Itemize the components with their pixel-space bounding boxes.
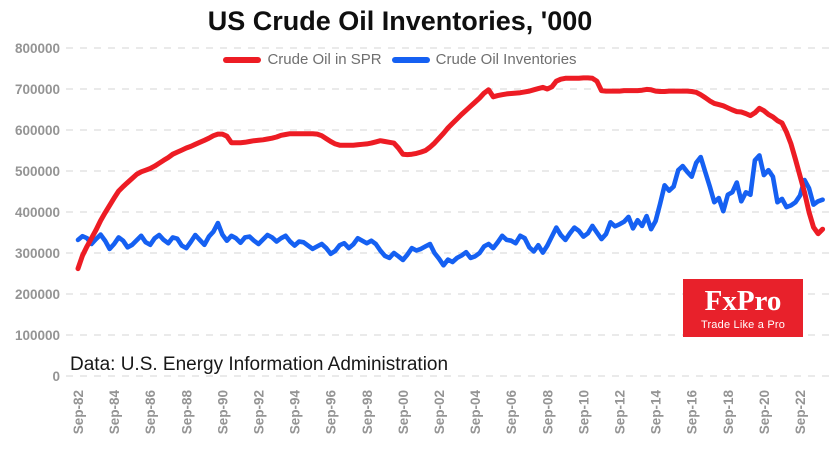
data-source-note: Data: U.S. Energy Information Administra… [70, 354, 449, 375]
y-axis-tick-100000: 100000 [15, 328, 60, 343]
y-axis-tick-700000: 700000 [15, 82, 60, 97]
legend-label-spr: Crude Oil in SPR [267, 51, 382, 68]
x-axis-tick-Sep-14: Sep-14 [649, 390, 664, 435]
legend-item-spr: Crude Oil in SPR [223, 51, 382, 68]
x-axis-tick-Sep-10: Sep-10 [576, 390, 591, 434]
x-axis-tick-Sep-06: Sep-06 [504, 390, 519, 435]
x-axis-tick-Sep-02: Sep-02 [432, 390, 447, 434]
legend-item-inventories: Crude Oil Inventories [391, 51, 577, 68]
x-axis-tick-Sep-88: Sep-88 [179, 390, 194, 435]
spr-line-swatch [223, 56, 262, 63]
y-axis-tick-600000: 600000 [15, 123, 60, 138]
y-axis-tick-0: 0 [52, 369, 60, 384]
y-axis-tick-400000: 400000 [15, 205, 60, 220]
inventories-line-swatch [391, 56, 430, 63]
fxpro-logo-brand: FxPro [704, 285, 782, 317]
x-axis-tick-Sep-86: Sep-86 [143, 390, 158, 435]
chart-title: US Crude Oil Inventories, '000 [207, 6, 593, 36]
x-axis-tick-Sep-08: Sep-08 [540, 390, 555, 435]
x-axis-tick-Sep-94: Sep-94 [288, 390, 303, 435]
x-axis-tick-Sep-18: Sep-18 [721, 390, 736, 435]
x-axis-tick-Sep-82: Sep-82 [71, 390, 86, 434]
x-axis-tick-Sep-90: Sep-90 [215, 390, 230, 434]
x-axis-tick-Sep-04: Sep-04 [468, 390, 483, 435]
legend-label-inventories: Crude Oil Inventories [435, 51, 577, 68]
x-axis-tick-Sep-84: Sep-84 [107, 390, 122, 435]
fxpro-logo: FxPro Trade Like a Pro [683, 279, 803, 337]
series-line-crude-oil-in-spr [75, 75, 826, 272]
x-axis-tick-Sep-96: Sep-96 [324, 390, 339, 435]
x-axis-tick-Sep-20: Sep-20 [757, 390, 772, 434]
y-axis-tick-300000: 300000 [15, 246, 60, 261]
chart-legend: Crude Oil in SPR Crude Oil Inventories [0, 51, 800, 68]
x-axis-tick-Sep-00: Sep-00 [396, 390, 411, 434]
x-axis-tick-Sep-22: Sep-22 [793, 390, 808, 434]
x-axis-tick-Sep-12: Sep-12 [613, 390, 628, 434]
series-line-crude-oil-inventories [75, 153, 825, 268]
fxpro-logo-tagline: Trade Like a Pro [700, 319, 786, 331]
x-axis-tick-Sep-98: Sep-98 [360, 390, 375, 435]
y-axis-tick-500000: 500000 [15, 164, 60, 179]
y-axis-tick-200000: 200000 [15, 287, 60, 302]
y-axis-tick-800000: 800000 [15, 41, 60, 56]
x-axis-tick-Sep-92: Sep-92 [252, 390, 267, 434]
x-axis-tick-Sep-16: Sep-16 [685, 390, 700, 435]
